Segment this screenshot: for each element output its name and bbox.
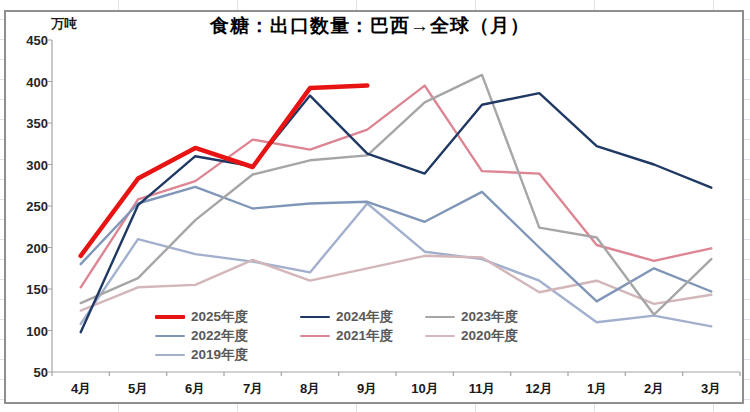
legend-item-2025: 2025年度: [155, 308, 248, 326]
legend-swatch: [155, 335, 185, 337]
legend-label: 2022年度: [191, 327, 248, 345]
x-axis-label: 11月: [454, 380, 510, 398]
legend-label: 2024年度: [336, 308, 393, 326]
chart-title: 食糖：出口数量：巴西→全球（月）: [120, 13, 620, 39]
legend-swatch: [155, 354, 185, 356]
y-tick-label: 250: [8, 199, 48, 214]
screenshot-root: 万吨 食糖：出口数量：巴西→全球（月） 450 400 350 300 250 …: [0, 0, 750, 412]
y-tick-label: 50: [8, 365, 48, 380]
legend-item-2022: 2022年度: [155, 327, 248, 345]
x-axis-label: 8月: [282, 380, 338, 398]
legend-swatch: [425, 335, 455, 337]
x-axis-label: 1月: [569, 380, 625, 398]
x-axis-label: 5月: [110, 380, 166, 398]
x-axis-label: 3月: [683, 380, 739, 398]
x-axis-label: 12月: [511, 380, 567, 398]
y-tick-label: 400: [8, 75, 48, 90]
legend-swatch: [425, 316, 455, 318]
y-tick-label: 150: [8, 282, 48, 297]
x-axis-label: 7月: [225, 380, 281, 398]
x-axis-label: 6月: [167, 380, 223, 398]
x-axis-label: 2月: [626, 380, 682, 398]
legend-swatch: [300, 335, 330, 337]
x-axis-label: 9月: [339, 380, 395, 398]
legend-swatch: [155, 315, 185, 320]
legend-swatch: [300, 316, 330, 318]
x-axis-label: 10月: [397, 380, 453, 398]
y-tick-label: 350: [8, 116, 48, 131]
legend-item-2019: 2019年度: [155, 346, 248, 364]
y-tick-label: 450: [8, 33, 48, 48]
legend-label: 2023年度: [461, 308, 518, 326]
legend-label: 2020年度: [461, 327, 518, 345]
y-tick-label: 200: [8, 241, 48, 256]
legend-label: 2025年度: [191, 308, 248, 326]
y-tick-label: 100: [8, 324, 48, 339]
legend-item-2024: 2024年度: [300, 308, 393, 326]
legend-item-2023: 2023年度: [425, 308, 518, 326]
y-tick-label: 300: [8, 158, 48, 173]
legend-item-2021: 2021年度: [300, 327, 393, 345]
legend-label: 2021年度: [336, 327, 393, 345]
y-axis-unit-label: 万吨: [40, 15, 88, 33]
legend-item-2020: 2020年度: [425, 327, 518, 345]
x-axis-label: 4月: [53, 380, 109, 398]
legend-label: 2019年度: [191, 346, 248, 364]
